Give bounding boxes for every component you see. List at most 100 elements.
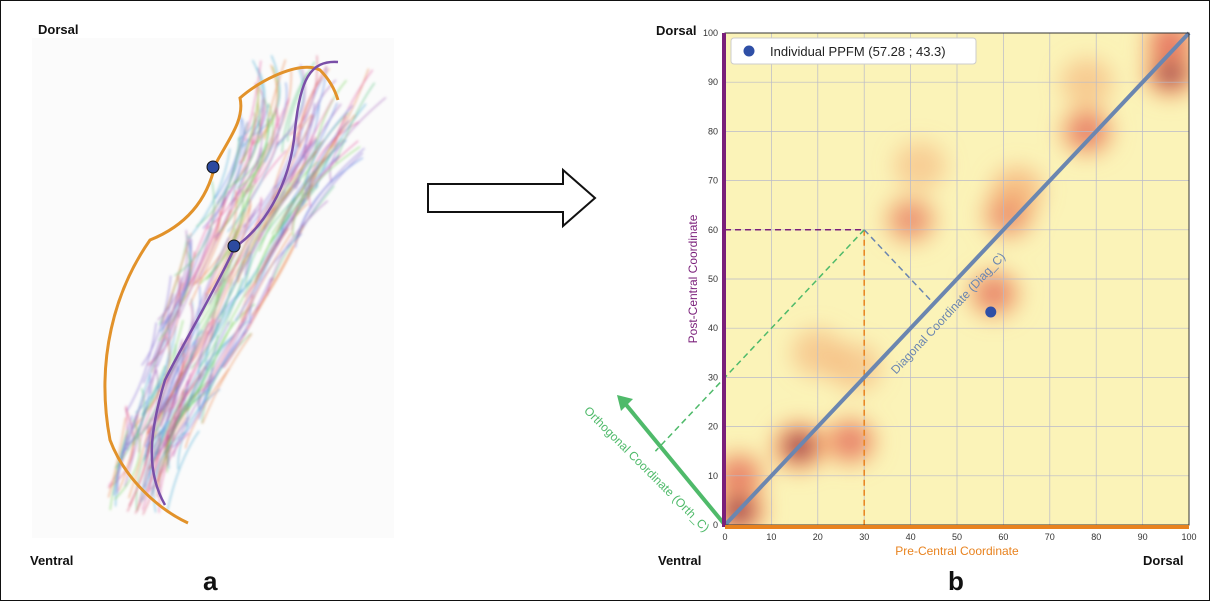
fiber-streamline [168,388,210,469]
fiber-streamline [133,365,166,446]
fiber-streamline [147,389,184,470]
fiber-streamline [177,388,221,470]
fiber-streamline [125,322,157,413]
x-tick-20: 20 [813,532,823,542]
fiber-streamline [207,295,255,387]
fiber-streamline [241,232,292,323]
fiber-streamline [188,148,231,239]
fiber-streamline [206,139,253,230]
fiber-streamline [157,303,194,395]
fiber-streamline [198,329,249,420]
fiber-streamline [161,233,192,324]
fiber-streamline [330,68,370,149]
fiber-streamline [162,330,203,421]
y-tick-60: 60 [708,225,718,235]
fiber-streamline [159,322,200,414]
fiber-streamline [126,369,157,451]
orthogonal-coordinate-label: Orthogonal Coordinate (Orth_C) [581,404,712,535]
fiber-streamline [151,380,189,461]
tick-labels: 0 10 20 30 40 50 60 70 80 90 100 0 10 20 30 40 50 60 70 80 9… [703,28,1197,542]
fiber-streamline [244,60,262,141]
x-tick-70: 70 [1045,532,1055,542]
fiber-streamline [202,138,248,229]
fiber-streamline [183,321,230,412]
fiber-streamline [271,185,335,281]
y-tick-40: 40 [708,323,718,333]
fiber-streamline [184,278,225,369]
x-tick-30: 30 [859,532,869,542]
density-blob-9 [991,166,1044,215]
panel-b-dorsal-label: Dorsal [656,23,697,38]
fiber-streamline [156,276,191,367]
fiber-streamline [216,118,245,205]
density-core-3 [834,426,867,457]
fiber-streamline [242,81,260,162]
y-axis-label: Post-Central Coordinate [686,214,700,343]
guide-lines [617,31,1191,527]
y-tick-10: 10 [708,471,718,481]
fiber-streamline [171,367,214,449]
fiber-streamline [158,432,190,513]
fiber-streamline [144,376,180,457]
fiber-streamline [198,278,244,369]
panel-a-ventral-label: Ventral [30,553,74,568]
fiber-streamline [191,237,230,328]
fiber-streamline [225,112,256,199]
precentral-sulcus-line [103,164,217,525]
fiber-streamline [292,146,361,237]
fiber-streamline [206,294,253,385]
fiber-streamline [241,67,266,148]
y-tick-20: 20 [708,422,718,432]
fiber-streamline [157,229,188,321]
panel-a-dorsal-label: Dorsal [38,22,79,37]
density-core-12 [1154,33,1187,58]
fiber-streamline [295,103,342,189]
fiber-streamline [271,114,312,200]
y-tick-80: 80 [708,126,718,136]
tract-endpoint-upper [206,160,220,174]
x-tick-80: 80 [1091,532,1101,542]
fiber-streamline [196,136,240,228]
fiber-streamline [263,59,287,140]
x-tick-50: 50 [952,532,962,542]
fiber-streamline [237,103,274,189]
orthogonal-axis-arrow [621,399,727,527]
fiber-streamline [298,67,330,149]
x-tick-60: 60 [998,532,1008,542]
fiber-streamline [166,365,207,447]
fiber-streamline [236,182,291,278]
orthogonal-arrowhead-icon [617,395,633,411]
fiber-streamline [141,430,169,511]
fiber-streamline [209,251,252,342]
fiber-streamline [274,67,304,149]
fiber-streamline [234,230,284,322]
fiber-streamline [118,410,139,491]
fiber-streamline [250,203,308,299]
fiber-streamline [187,320,234,412]
fiber-streamline [292,102,338,189]
fiber-streamline [296,65,328,147]
fiber-streamline [223,277,274,369]
fiber-streamline [237,59,264,141]
fiber-streamline [187,190,230,287]
fiber-streamline [221,277,272,369]
fiber-streamline [304,105,354,191]
fiber-streamline [249,233,303,324]
legend-marker [743,45,755,57]
fiber-streamline [209,252,252,344]
fiber-streamline [240,84,259,165]
fiber-streamline [243,110,280,196]
fiber-streamline [201,333,253,424]
legend-label: Individual PPFM (57.28 ; 43.3) [770,44,946,59]
tract-endpoint-lower [227,239,241,253]
fiber-streamline [278,138,344,230]
legend: Individual PPFM (57.28 ; 43.3) [730,37,977,65]
fiber-streamline [108,407,134,489]
fiber-streamline [186,336,233,428]
fiber-streamline [287,61,316,142]
x-tick-0: 0 [722,532,727,542]
individual-ppfm-point [985,306,997,318]
